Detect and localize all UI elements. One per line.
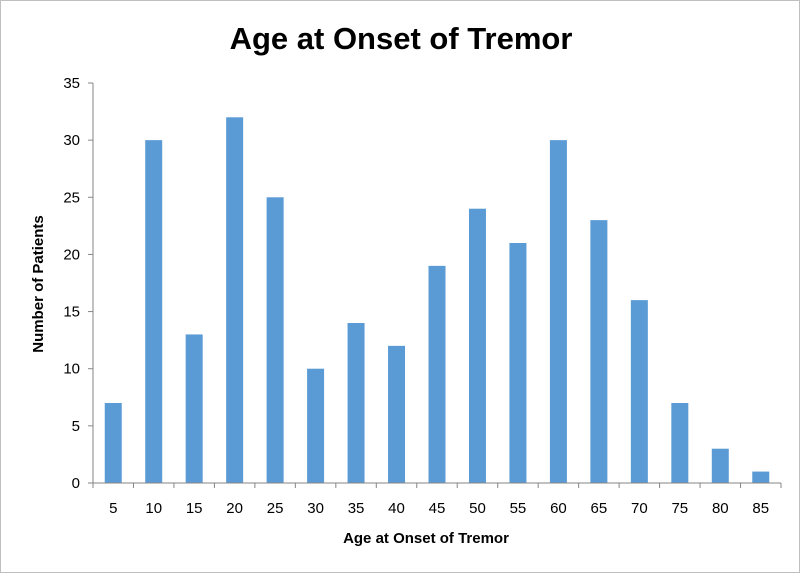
y-tick-labels: 0 5 10 15 20 25 30 35 <box>63 75 80 492</box>
y-tick-label-25: 25 <box>63 189 80 206</box>
bar-55 <box>509 243 527 483</box>
bar-25 <box>266 197 284 484</box>
chart-title: Age at Onset of Tremor <box>230 21 573 56</box>
y-tick-label-0: 0 <box>72 475 80 492</box>
bar-75 <box>671 403 689 483</box>
y-tick-label-35: 35 <box>63 75 80 92</box>
bar-70 <box>630 300 648 483</box>
bar-15 <box>185 334 203 483</box>
bar-35 <box>347 323 365 483</box>
x-tick-label-75: 75 <box>671 500 688 517</box>
x-tick-label-40: 40 <box>388 500 405 517</box>
x-tick-label-85: 85 <box>752 500 769 517</box>
y-tick-label-15: 15 <box>63 304 80 321</box>
y-tick-label-30: 30 <box>63 132 80 149</box>
bar-5 <box>104 403 122 483</box>
x-tick-label-80: 80 <box>712 500 729 517</box>
y-tick-label-10: 10 <box>63 361 80 378</box>
bar-65 <box>590 220 608 483</box>
bar-80 <box>711 448 729 483</box>
axes-group <box>88 82 782 488</box>
bar-50 <box>468 208 486 483</box>
bar-20 <box>226 117 244 483</box>
bar-40 <box>388 345 406 483</box>
x-tick-label-10: 10 <box>145 500 162 517</box>
y-tick-label-5: 5 <box>72 418 80 435</box>
x-tick-label-65: 65 <box>591 500 608 517</box>
x-tick-label-30: 30 <box>307 500 324 517</box>
x-tick-label-70: 70 <box>631 500 648 517</box>
bar-10 <box>145 140 163 483</box>
x-tick-label-50: 50 <box>469 500 486 517</box>
x-tick-label-15: 15 <box>186 500 203 517</box>
x-tick-label-5: 5 <box>109 500 117 517</box>
x-tick-label-60: 60 <box>550 500 567 517</box>
x-tick-label-55: 55 <box>510 500 527 517</box>
x-axis-label: Age at Onset of Tremor <box>343 530 509 547</box>
bar-85 <box>752 471 770 483</box>
y-tick-label-20: 20 <box>63 246 80 263</box>
bar-45 <box>428 265 446 483</box>
y-axis-label: Number of Patients <box>30 215 47 353</box>
bars-group <box>104 117 770 484</box>
x-tick-label-25: 25 <box>267 500 284 517</box>
x-tick-labels: 5 10 15 20 25 30 35 40 45 50 55 60 65 70 75 80 85 <box>109 500 769 517</box>
bar-60 <box>549 140 567 483</box>
bar-30 <box>307 368 325 483</box>
x-tick-label-45: 45 <box>429 500 446 517</box>
x-tick-label-20: 20 <box>226 500 243 517</box>
x-tick-label-35: 35 <box>348 500 365 517</box>
